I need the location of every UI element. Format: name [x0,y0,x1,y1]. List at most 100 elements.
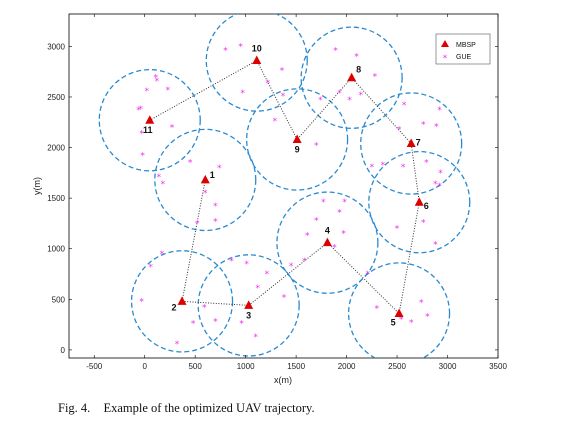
x-tick-label: 1500 [287,362,305,371]
mbsp-marker-2 [177,296,187,305]
trajectory-segment [296,77,353,140]
mbsp-label-9: 9 [295,144,300,154]
gue-point: * [341,230,346,240]
legend-box [435,33,491,65]
figure-caption: Fig. 4. Example of the optimized UAV tra… [58,401,528,416]
gue-point: * [160,250,165,260]
trajectory-path [149,60,420,314]
trajectory-segment [248,242,328,306]
gue-point: * [433,241,438,251]
mbsp-label-7: 7 [416,138,421,148]
trajectory-segment [327,242,400,314]
gue-point: * [409,319,414,329]
gue-point: * [366,270,371,280]
mbsp-marker-4 [322,237,332,247]
gue-point: * [438,169,443,179]
gue-point: * [239,320,244,330]
mbsp-marker-9 [292,134,302,143]
gue-point: * [305,232,310,242]
gue-point: * [191,320,196,330]
x-axis-ticks: -500 0 500 1000 1500 2000 2500 3000 3500 [86,14,507,371]
legend-marker-mbsp [441,40,449,47]
mbsp-marker-10 [252,55,262,65]
gue-point: * [253,333,258,343]
gue-point: * [433,180,438,190]
gue-point: * [354,52,359,62]
mbsp-label-6: 6 [424,201,429,211]
gue-point: * [223,46,228,56]
y-tick-label: 500 [52,295,66,304]
mbsp-marker-6 [414,197,424,206]
gue-point: * [333,46,338,56]
gue-point: * [281,92,286,102]
x-tick-label: 500 [188,362,202,371]
coverage-circle-10 [205,14,308,112]
coverage-circle-5 [347,262,451,358]
gue-point: * [370,163,375,173]
legend-label: GUE [456,54,472,61]
mbsp-label-8: 8 [356,65,361,75]
gue-point: * [402,101,407,111]
y-tick-label: 2500 [47,93,65,102]
gue-point: * [203,189,208,199]
coverage-circles [98,14,471,358]
mbsp-marker-3 [244,300,254,309]
coverage-circle-3 [197,254,300,357]
mbsp-marker-1 [200,174,210,184]
trajectory-chart: * * * * * * * * * * * * * * * * * * * * * * * * * * * * * * * * * * * * * * * *… [32,13,507,385]
y-tick-label: 3000 [47,42,65,51]
gue-point: * [140,152,145,162]
gue-point: * [280,67,285,77]
gue-point: * [265,270,270,280]
gue-point: * [166,86,171,96]
mbsp-label-10: 10 [252,44,262,54]
gue-point: * [421,218,426,228]
mbsp-label-5: 5 [391,317,396,327]
gue-point: * [202,303,207,313]
gue-point: * [302,257,307,267]
x-tick-label: 3000 [439,362,457,371]
gue-point: * [332,244,337,254]
gue-point: * [358,91,363,101]
gue-point: * [188,159,193,169]
trajectory-segment [182,300,249,306]
trajectory-segment [351,77,412,144]
gue-point: * [136,106,141,116]
y-tick-label: 0 [61,346,66,355]
gue-point: * [401,163,406,173]
gue-point: * [175,340,180,350]
gue-point: * [154,74,159,84]
gue-point: * [337,208,342,218]
gue-point: * [434,122,439,132]
y-tick-label: 1500 [47,194,65,203]
gue-point: * [170,123,175,133]
coverage-circle-2 [130,250,234,353]
legend-marker-gue: * [443,54,448,64]
mbsp-points: 1 2 3 4 5 6 7 8 9 10 11 [143,44,429,328]
coverage-circle-7 [360,92,463,195]
gue-point: * [318,96,323,106]
coverage-circle-1 [154,128,257,232]
gue-point: * [375,304,380,314]
trajectory-segment [256,60,298,140]
gue-point: * [240,89,245,99]
mbsp-label-1: 1 [210,170,215,180]
gue-point: * [273,117,278,127]
gue-point: * [238,42,243,52]
x-tick-label: 2500 [388,362,406,371]
gue-point: * [256,284,261,294]
gue-point: * [213,217,218,227]
x-tick-label: 2000 [338,362,356,371]
coverage-circle-4 [276,191,379,294]
gue-point: * [342,198,347,208]
trajectory-segment [149,60,257,121]
trajectory-segment [398,202,420,314]
legend-label: MBSP [456,42,476,49]
gue-point: * [161,180,166,190]
coverage-circle-9 [246,88,349,191]
gue-point: * [437,182,442,192]
gue-point: * [347,96,352,106]
gue-point: * [381,161,386,171]
y-tick-label: 2000 [47,144,65,153]
mbsp-marker-5 [394,308,404,317]
